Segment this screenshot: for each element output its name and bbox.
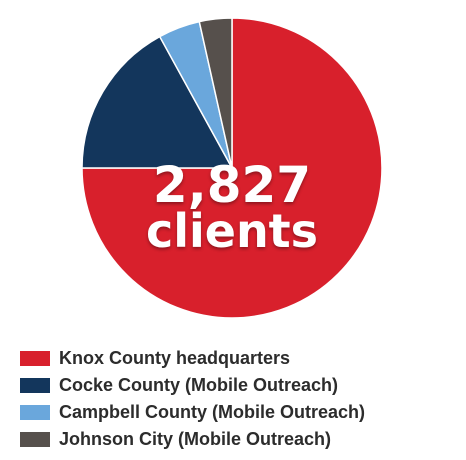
- legend-label-cocke: Cocke County (Mobile Outreach): [59, 374, 339, 395]
- legend-label-johnson: Johnson City (Mobile Outreach): [59, 428, 332, 449]
- legend-label-knox: Knox County headquarters: [59, 347, 291, 368]
- legend-label-campbell: Campbell County (Mobile Outreach): [59, 401, 366, 422]
- legend-item-knox: Knox County headquarters: [20, 345, 460, 371]
- pie-chart: 2,827 clients: [81, 17, 383, 319]
- legend-swatch-johnson: [20, 431, 50, 447]
- pie-slice-johnson: [198, 17, 233, 169]
- pie-slice-knox: [81, 17, 383, 319]
- legend-item-campbell: Campbell County (Mobile Outreach): [20, 399, 460, 425]
- pie-slice-cocke: [81, 35, 234, 169]
- legend-swatch-cocke: [20, 377, 50, 393]
- center-unit: clients: [145, 204, 319, 258]
- legend-item-cocke: Cocke County (Mobile Outreach): [20, 372, 460, 398]
- legend: Knox County headquarters Cocke County (M…: [20, 345, 460, 453]
- center-count: 2,827: [152, 156, 312, 214]
- legend-swatch-campbell: [20, 404, 50, 420]
- pie-svg: [81, 17, 383, 319]
- legend-swatch-knox: [20, 350, 50, 366]
- legend-item-johnson: Johnson City (Mobile Outreach): [20, 426, 460, 452]
